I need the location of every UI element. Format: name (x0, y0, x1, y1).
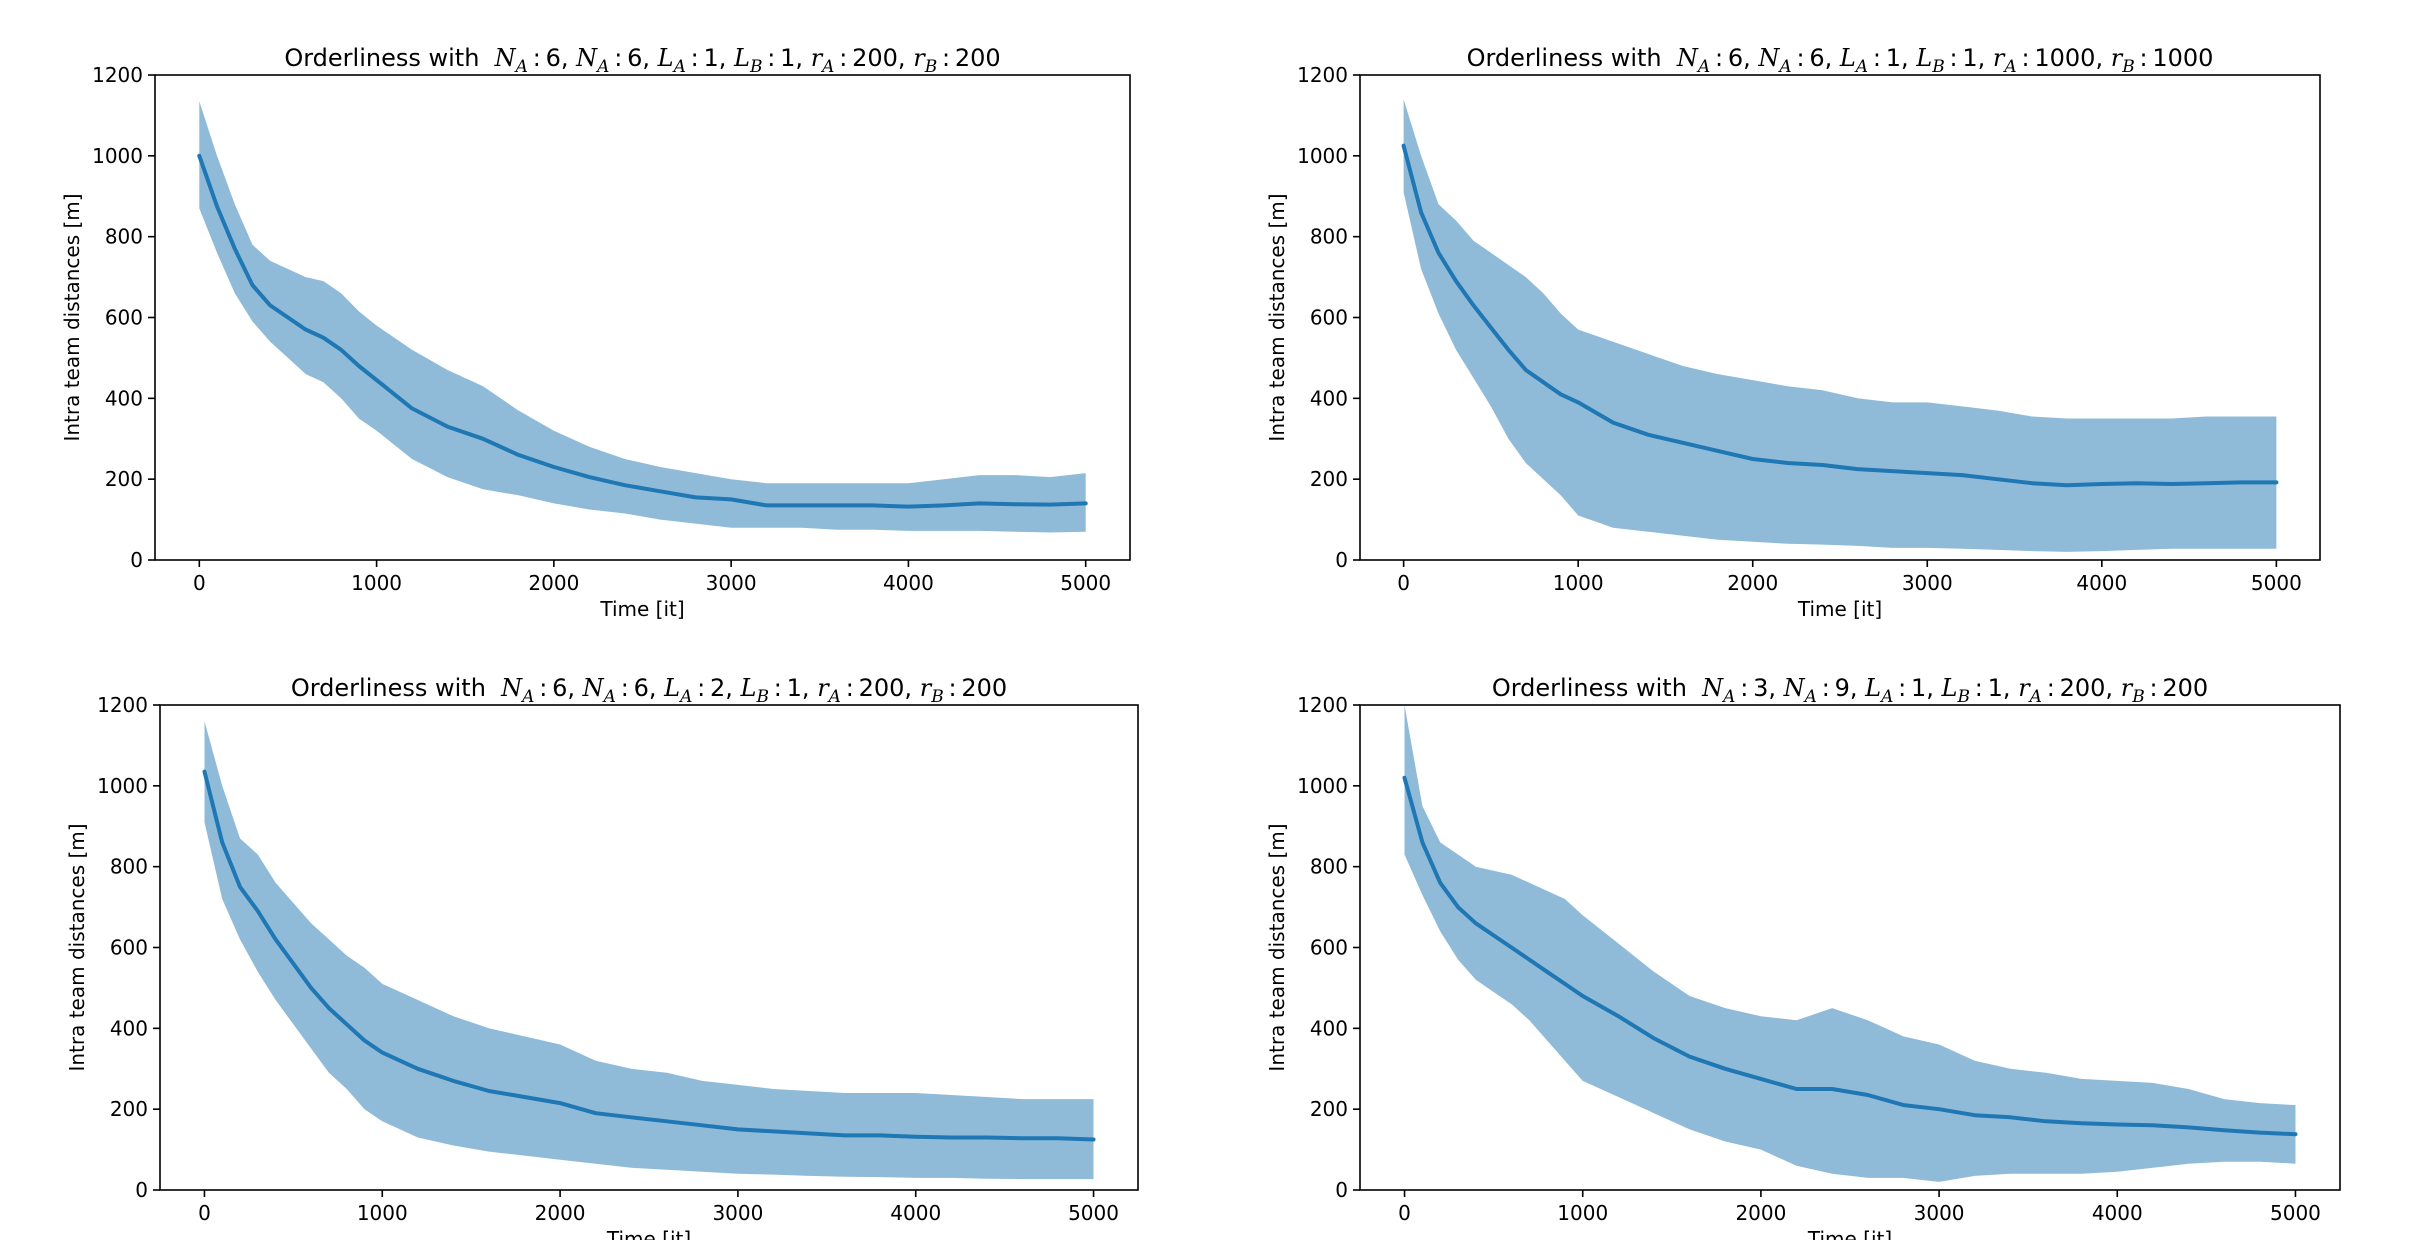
y-tick-label: 0 (1335, 1178, 1348, 1202)
x-tick-label: 1000 (357, 1201, 408, 1225)
y-tick-label: 0 (135, 1178, 148, 1202)
x-tick-label: 3000 (712, 1201, 763, 1225)
std-band (199, 101, 1086, 533)
y-tick-label: 800 (105, 225, 143, 249)
y-tick-label: 200 (105, 467, 143, 491)
chart-title: Orderliness with NA : 6, NA : 6, LA : 1,… (1467, 44, 2214, 77)
y-tick-label: 200 (1310, 1097, 1348, 1121)
y-axis-label: Intra team distances [m] (1265, 193, 1289, 441)
subplot-1: 0 1000 2000 3000 4000 5000 0 200 400 600 800 1000 12… (60, 44, 1131, 621)
x-tick-label: 0 (193, 571, 206, 595)
y-tick-label: 400 (105, 386, 143, 410)
y-tick-label: 200 (1310, 467, 1348, 491)
y-tick-label: 1000 (1297, 144, 1348, 168)
x-tick-label: 4000 (2076, 571, 2127, 595)
x-tick-label: 3000 (1902, 571, 1953, 595)
y-tick-label: 0 (130, 548, 143, 572)
y-tick-label: 1000 (97, 774, 148, 798)
mean-line (1402, 775, 2298, 1137)
y-tick-label: 200 (110, 1097, 148, 1121)
mean-line (202, 769, 1096, 1142)
y-tick-label: 1200 (1297, 693, 1348, 717)
y-tick-label: 600 (105, 306, 143, 330)
y-tick-label: 400 (1310, 1016, 1348, 1040)
chart-title: Orderliness with NA : 6, NA : 6, LA : 1,… (284, 44, 1000, 77)
x-tick-label: 5000 (2270, 1201, 2321, 1225)
x-tick-label: 2000 (528, 571, 579, 595)
x-tick-label: 0 (1397, 571, 1410, 595)
y-axis-label: Intra team distances [m] (65, 823, 89, 1071)
y-tick-label: 1000 (1297, 774, 1348, 798)
x-tick-label: 2000 (535, 1201, 586, 1225)
x-tick-label: 4000 (883, 571, 934, 595)
x-tick-label: 2000 (1735, 1201, 1786, 1225)
y-tick-label: 600 (1310, 306, 1348, 330)
x-axis-label: Time [it] (1807, 1227, 1892, 1240)
std-band (1403, 99, 2277, 552)
x-axis-label: Time [it] (1797, 597, 1882, 621)
x-tick-label: 1000 (351, 571, 402, 595)
x-tick-label: 0 (198, 1201, 211, 1225)
y-tick-label: 800 (110, 855, 148, 879)
chart-title: Orderliness with NA : 6, NA : 6, LA : 2,… (291, 674, 1007, 707)
subplot-2: 0 1000 2000 3000 4000 5000 0 200 400 600 800 1000 12… (1265, 44, 2321, 621)
chart-title: Orderliness with NA : 3, NA : 9, LA : 1,… (1492, 674, 2208, 707)
x-tick-label: 4000 (890, 1201, 941, 1225)
y-tick-label: 1000 (92, 144, 143, 168)
y-axis-label: Intra team distances [m] (60, 193, 84, 441)
std-band (1404, 705, 2296, 1182)
mean-line (197, 153, 1088, 509)
y-tick-label: 1200 (1297, 63, 1348, 87)
mean-line (1401, 143, 2279, 488)
std-band (204, 721, 1094, 1180)
subplot-3: 0 1000 2000 3000 4000 5000 0 200 400 600 800 1000 12… (65, 674, 1139, 1240)
x-tick-label: 5000 (2251, 571, 2302, 595)
y-tick-label: 0 (1335, 548, 1348, 572)
y-tick-label: 400 (110, 1016, 148, 1040)
y-tick-label: 600 (110, 936, 148, 960)
y-tick-label: 800 (1310, 225, 1348, 249)
x-tick-label: 3000 (1914, 1201, 1965, 1225)
x-tick-label: 1000 (1557, 1201, 1608, 1225)
subplot-4: 0 1000 2000 3000 4000 5000 0 200 400 600 800 1000 12… (1265, 674, 2341, 1240)
y-tick-label: 400 (1310, 386, 1348, 410)
y-tick-label: 800 (1310, 855, 1348, 879)
y-tick-label: 1200 (92, 63, 143, 87)
y-tick-label: 1200 (97, 693, 148, 717)
x-tick-label: 5000 (1068, 1201, 1119, 1225)
x-tick-label: 3000 (706, 571, 757, 595)
y-axis-label: Intra team distances [m] (1265, 823, 1289, 1071)
x-axis-label: Time [it] (606, 1227, 691, 1240)
x-tick-label: 0 (1398, 1201, 1411, 1225)
y-tick-label: 600 (1310, 936, 1348, 960)
x-tick-label: 1000 (1553, 571, 1604, 595)
x-tick-label: 5000 (1060, 571, 1111, 595)
x-axis-label: Time [it] (599, 597, 684, 621)
x-tick-label: 2000 (1727, 571, 1778, 595)
x-tick-label: 4000 (2092, 1201, 2143, 1225)
